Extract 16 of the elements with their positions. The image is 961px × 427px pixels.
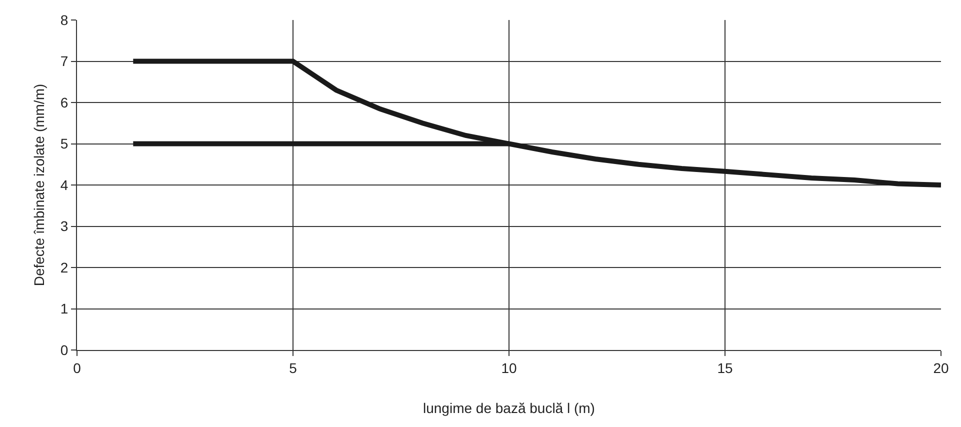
y-tick-label: 5: [60, 136, 68, 152]
x-tick-label: 15: [717, 360, 733, 376]
y-tick-label: 1: [60, 300, 68, 317]
y-tick-label: 4: [60, 176, 68, 193]
x-axis-title: lungime de bază buclă l (m): [423, 400, 595, 416]
y-tick-label: 2: [60, 259, 68, 276]
y-tick-label: 0: [60, 342, 68, 358]
y-tick-label: 8: [60, 12, 68, 28]
x-tick-label: 20: [933, 360, 949, 376]
x-tick-label: 0: [73, 360, 82, 376]
x-tick-label: 10: [501, 360, 517, 376]
x-tick-label: 5: [289, 360, 298, 376]
y-axis-title: Defecte îmbinate izolate (mm/m): [31, 84, 48, 286]
y-tick-label: 3: [60, 218, 68, 234]
y-tick-label: 7: [60, 53, 68, 70]
y-tick-label: 6: [60, 94, 68, 110]
